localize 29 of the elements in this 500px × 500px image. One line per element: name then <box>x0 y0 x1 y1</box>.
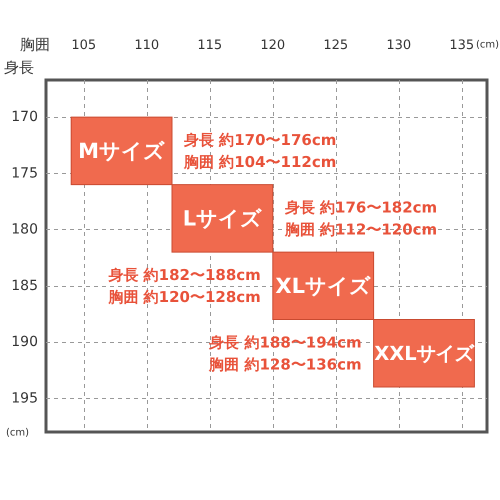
x-tick-label: 115 <box>197 38 222 53</box>
y-tick-label: 190 <box>11 334 38 350</box>
annotation: 胸囲 約112〜120cm <box>284 220 438 238</box>
y-tick-label: 180 <box>11 222 38 238</box>
y-tick-label: 170 <box>11 109 38 126</box>
series-label: Mサイズ <box>78 138 166 163</box>
x-tick-label: 125 <box>323 38 348 53</box>
text: (cm) <box>6 428 30 438</box>
annotation: 身長 約170〜176cm <box>183 130 336 149</box>
annotation: 身長 約176〜182cm <box>284 198 438 216</box>
y-tick-label: 175 <box>11 165 38 182</box>
series-label: XLサイズ <box>275 274 371 298</box>
x-tick-label: 110 <box>134 38 160 53</box>
x-tick-label: 135 <box>449 38 474 53</box>
series-label: Lサイズ <box>182 206 262 230</box>
annotation: 胸囲 約104〜112cm <box>183 152 336 171</box>
annotation: 胸囲 約120〜128cm <box>107 288 261 306</box>
x-tick-label: 120 <box>260 38 286 53</box>
y-tick-label: 195 <box>11 390 38 406</box>
x-axis-title: 胸囲 <box>20 36 50 54</box>
y-tick-label: 185 <box>11 278 38 294</box>
text: (cm) <box>476 40 500 50</box>
x-tick-label: 105 <box>71 38 96 53</box>
annotation: 胸囲 約128〜136cm <box>208 355 362 374</box>
annotation: 身長 約188〜194cm <box>208 333 362 352</box>
annotation: 身長 約182〜188cm <box>107 266 261 284</box>
y-axis-title: 身長 <box>4 58 34 76</box>
series-label: XXLサイズ <box>374 342 475 365</box>
x-tick-label: 130 <box>386 38 412 53</box>
